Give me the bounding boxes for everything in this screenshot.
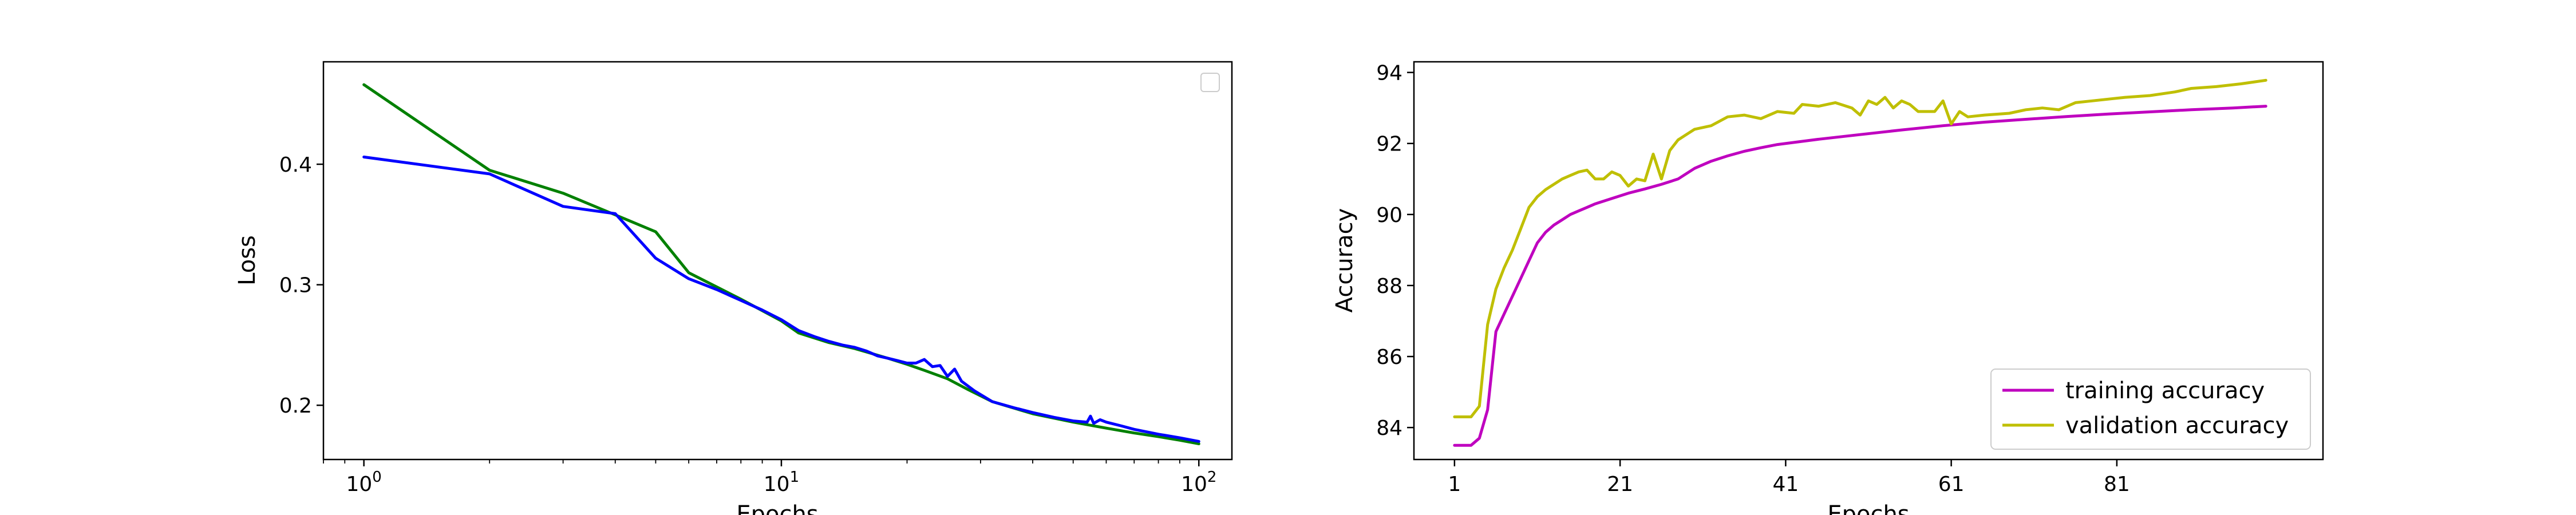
accuracy-y-tick-label: 90: [1376, 204, 1402, 227]
loss-y-tick-label: 0.3: [279, 274, 312, 298]
accuracy-series-line-1: [1453, 78, 2267, 418]
accuracy-y-axis-label: Accuracy: [1332, 208, 1358, 313]
loss-y-axis-label: Loss: [234, 235, 260, 286]
accuracy-x-tick-label: 41: [1772, 473, 1799, 496]
accuracy-x-tick-label: 61: [1938, 473, 1965, 496]
accuracy-x-axis-label: Epochs: [1827, 501, 1909, 515]
accuracy-axes: 1 21 41 61 81 84 86 88 90 92 94: [1376, 62, 2130, 496]
accuracy-y-tick-label: 84: [1376, 417, 1402, 440]
loss-x-tick-label: 101: [764, 469, 799, 496]
accuracy-series-group: [1453, 78, 2267, 447]
accuracy-y-tick-label: 88: [1376, 275, 1402, 298]
accuracy-x-tick-label: 21: [1607, 473, 1633, 496]
accuracy-panel: 1 21 41 61 81 84 86 88 90 92 94 Accuracy Epochs tr…: [1332, 61, 2324, 515]
loss-series-line-1: [362, 155, 1200, 443]
loss-panel: 100 101 102 0.2 0.3 0.4 Loss Epochs: [234, 61, 1233, 515]
accuracy-x-tick-label: 1: [1448, 473, 1461, 496]
loss-y-tick-label: 0.4: [279, 153, 312, 177]
accuracy-y-tick-label: 94: [1376, 62, 1402, 85]
loss-x-tick-label: 102: [1181, 469, 1216, 496]
loss-y-tick-label: 0.2: [279, 394, 312, 418]
accuracy-legend-box: [1990, 369, 2311, 450]
accuracy-y-tick-label: 92: [1376, 133, 1402, 156]
accuracy-y-tick-label: 86: [1376, 346, 1402, 369]
loss-series-group: [362, 83, 1200, 446]
loss-legend-box: [1200, 73, 1220, 92]
accuracy-x-tick-label: 81: [2104, 473, 2130, 496]
accuracy-plot-frame: [1413, 61, 2324, 461]
accuracy-series-line-0: [1453, 105, 2267, 447]
accuracy-legend: training accuracy validation accuracy: [1990, 369, 2311, 450]
loss-x-tick-label: 100: [346, 469, 381, 496]
legend-label-training-accuracy: training accuracy: [2065, 378, 2265, 404]
loss-axes: 100 101 102 0.2 0.3 0.4: [279, 153, 1217, 496]
loss-plot-frame: [322, 61, 1233, 461]
loss-x-axis-label: Epochs: [736, 501, 818, 515]
legend-label-validation-accuracy: validation accuracy: [2065, 413, 2289, 439]
